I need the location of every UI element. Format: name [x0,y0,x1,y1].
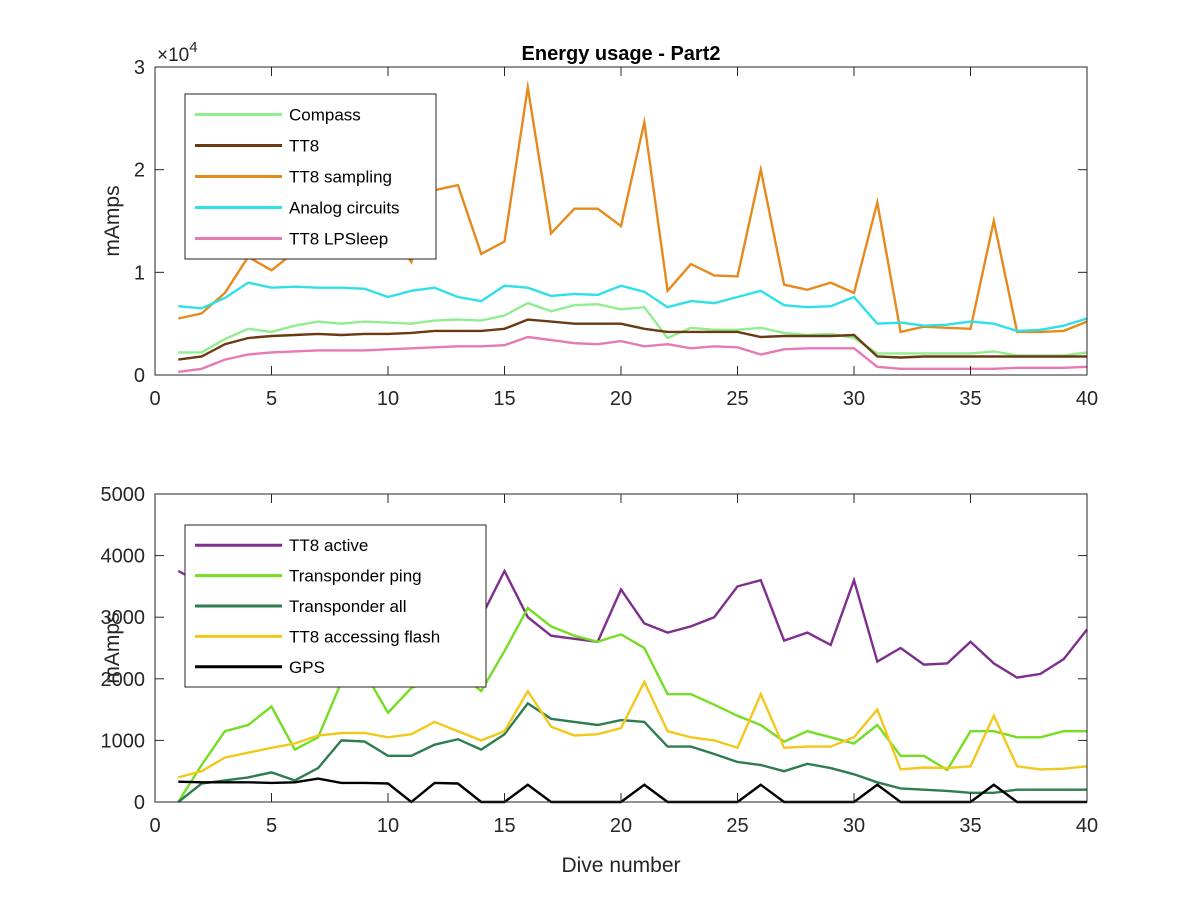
x-tick-label: 25 [726,388,748,410]
legend-label: Transponder all [289,597,407,616]
x-tick-label: 40 [1076,815,1098,837]
exponent-power: 4 [189,39,197,56]
y-tick-label: 2000 [101,669,146,691]
x-tick-label: 25 [726,815,748,837]
x-tick-label: 20 [610,388,632,410]
series-line-tt8-lpsleep [178,335,1088,374]
x-tick-label: 0 [149,815,160,837]
x-tick-label: 30 [843,388,865,410]
chart-title: Energy usage - Part2 [522,43,721,65]
legend-label: Compass [289,106,361,125]
y-tick-label: 3000 [101,607,146,629]
y-tick-label: 1000 [101,730,146,752]
y-tick-label: 0 [134,365,145,387]
legend-label: Transponder ping [289,567,422,586]
y-tick-label: 5000 [101,484,146,506]
x-tick-label: 15 [493,815,515,837]
x-tick-label: 10 [377,815,399,837]
y-axis-label: mAmps [101,185,124,256]
series-line-transponder-ping [177,606,1087,803]
series-line-compass [178,301,1088,357]
y-tick-label: 2 [134,160,145,182]
legend-label: TT8 LPSleep [289,230,388,249]
x-tick-label: 40 [1076,388,1098,410]
x-tick-label: 5 [266,815,277,837]
energy-usage-bottom-chart: 0 5 10 15 20 25 30 35 40 0 1000 2000 3000 4000 5000 mAm… [101,484,1099,877]
y-tick-label: 0 [134,792,145,814]
y-tick-label: 3 [134,57,145,79]
y-exponent-label: ×104 [157,39,198,66]
x-tick-label: 35 [959,388,981,410]
y-tick-label: 4000 [101,546,146,568]
x-tick-label: 15 [493,388,515,410]
y-axis-label: mAmps [101,612,124,683]
legend: TT8 active Transponder ping Transponder al… [184,524,487,688]
legend: Compass TT8 TT8 sampling Analog circuits TT8… [184,93,437,260]
legend-label: TT8 [289,137,319,156]
series-line-analog-circuits [178,281,1088,333]
series-line-tt8 [178,318,1087,361]
series-line-tt8-accessing-flash [177,679,1088,779]
x-tick-label: 20 [610,815,632,837]
x-tick-label: 5 [266,388,277,410]
legend-label: TT8 sampling [289,168,392,187]
y-tick-label: 1 [134,262,145,284]
x-axis-label: Dive number [561,854,680,877]
energy-usage-top-chart: 0 5 10 15 20 25 30 35 40 0 1 2 3 ×104 Energy usage - P… [101,39,1098,410]
legend-label: TT8 accessing flash [289,627,440,646]
x-tick-label: 10 [377,388,399,410]
legend-label: Analog circuits [289,199,400,218]
x-tick-label: 35 [959,815,981,837]
series-line-transponder-all [177,701,1087,803]
legend-label: TT8 active [289,536,368,555]
x-tick-label: 0 [149,388,160,410]
legend-label: GPS [289,658,325,677]
x-tick-label: 30 [843,815,865,837]
exponent-base: ×10 [157,45,189,66]
